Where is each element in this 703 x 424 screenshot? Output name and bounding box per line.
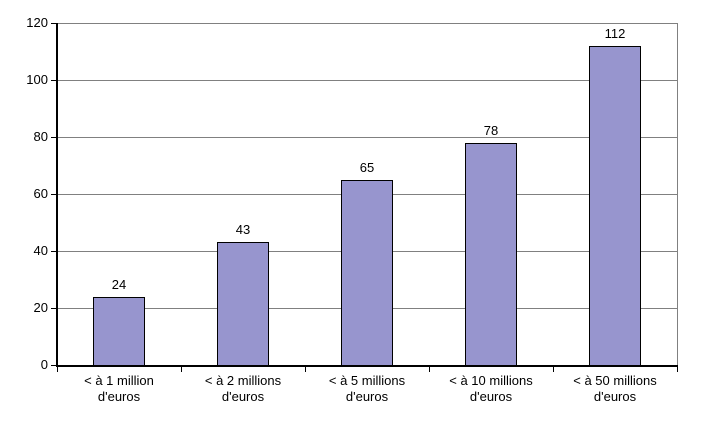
x-axis-tick [181,367,182,372]
gridline [57,23,677,24]
bar-value-label: 112 [604,26,626,41]
bar-value-label: 78 [483,123,499,138]
bar-value-label: 24 [111,277,127,292]
y-axis-tick [51,80,57,81]
x-axis-tick [57,367,58,372]
y-tick-label: 0 [40,357,48,372]
y-tick-label: 20 [33,300,48,315]
y-tick-label: 40 [33,243,48,258]
gridline [57,80,677,81]
y-axis-tick [51,23,57,24]
x-category-label: < à 2 millions d'euros [204,373,282,404]
bar [217,242,269,366]
bar [341,180,393,366]
y-tick-label: 100 [26,72,48,87]
x-axis-line [56,365,678,367]
y-axis-tick [51,251,57,252]
y-axis-line [56,23,58,367]
x-axis-tick [429,367,430,372]
x-axis-tick [677,367,678,372]
y-tick-label: 60 [33,186,48,201]
bar-value-label: 43 [235,222,251,237]
x-category-label: < à 50 millions d'euros [573,373,657,404]
x-category-label: < à 5 millions d'euros [328,373,406,404]
bar [589,46,641,366]
x-axis-tick [305,367,306,372]
x-category-label: < à 10 millions d'euros [449,373,533,404]
plot-border [677,23,678,365]
bar [93,297,145,366]
y-axis-tick [51,365,57,366]
y-axis-tick [51,194,57,195]
bar [465,143,517,366]
y-axis-tick [51,137,57,138]
x-axis-tick [553,367,554,372]
y-tick-label: 120 [26,15,48,30]
y-tick-label: 80 [33,129,48,144]
y-axis-tick [51,308,57,309]
bar-value-label: 65 [359,160,375,175]
x-category-label: < à 1 million d'euros [84,373,154,404]
gridline [57,137,677,138]
